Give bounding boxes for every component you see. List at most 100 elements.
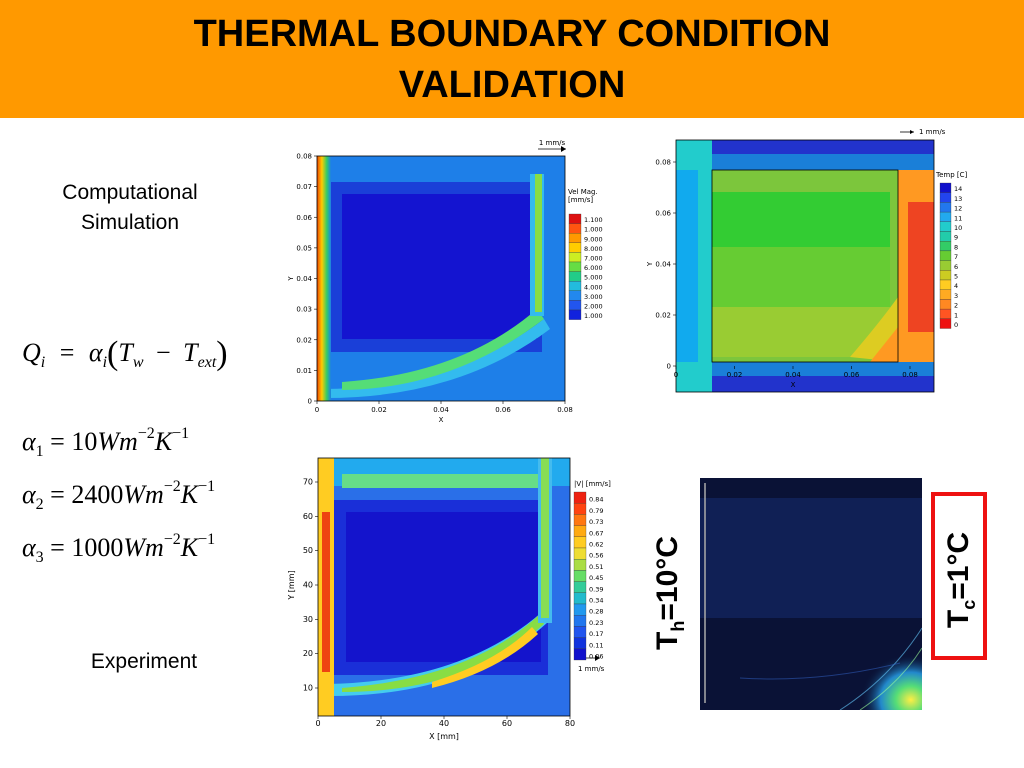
exp-velocity-ytick-label: 50 [303,546,313,555]
exp-velocity-legend-label: 0.06 [589,653,603,661]
sim-velocity-legend-label: 8.000 [584,245,603,253]
sim-velocity-xtick-label: 0.04 [433,406,449,414]
sim-temperature-legend-swatch [939,279,952,290]
sim-temperature-xlabel: X [791,381,796,389]
exp-velocity-legend-label: 0.67 [589,529,603,537]
sim-velocity-ytick-label: 0.04 [296,275,312,283]
sim-temperature-legend-swatch [939,299,952,310]
slide-title-line-1: THERMAL BOUNDARY CONDITION [193,13,831,55]
sim-velocity-xtick-label: 0.08 [557,406,573,414]
sim-temperature-xtick-label: 0.08 [902,371,918,379]
sim-velocity-legend-swatch [568,290,582,301]
alpha-1-equation: α1 = 10Wm−2K−1 [22,425,190,460]
sim-velocity-legend-swatch [568,252,582,263]
sim-temperature-arrow-label: 1 mm/s [919,128,946,136]
exp-velocity-legend-swatch [573,559,587,571]
sim-velocity-legend-swatch [568,223,582,234]
computational-label-line-2: Simulation [80,211,180,234]
exp-velocity-legend-label: 0.34 [589,597,603,605]
sim-velocity-legend-label: 2.000 [584,303,603,311]
slide-title-line-2: VALIDATION [398,64,626,106]
sim-temperature-ytick-label: 0.04 [655,261,671,269]
sim-velocity-xlabel: X [439,416,444,424]
sim-temperature-legend-label: 7 [954,253,958,261]
sim-velocity-ytick-label: 0.07 [296,183,312,191]
sim-temperature-legend-label: 10 [954,224,962,232]
sim-temperature-xtick-label: 0.02 [727,371,743,379]
sim-velocity-legend-label: 1.000 [584,226,603,234]
sim-velocity-legend-swatch [568,300,582,311]
exp-velocity-plot: 70 60 50 40 30 20 10 0 20 40 60 80 X [mm] Y [mm] 1 mm… [287,457,611,741]
sim-temperature-legend-label: 4 [954,282,958,290]
sim-temperature-legend-swatch [939,202,952,213]
sim-temperature-ytick-label: 0.02 [655,312,671,320]
sim-temperature-legend-label: 8 [954,243,958,251]
sim-temperature-legend-swatch [939,308,952,319]
sim-temperature-ytick-label: 0 [667,363,671,371]
exp-velocity-legend-swatch [573,491,587,504]
exp-velocity-legend-label: 0.28 [589,608,603,616]
exp-velocity-legend-label: 0.84 [589,496,603,504]
sim-temperature-legend-swatch [939,289,952,300]
sim-velocity-legend-label: 1.100 [584,216,603,224]
exp-velocity-legend-label: 0.62 [589,541,603,549]
sim-temperature-legend-swatch [939,241,952,252]
sim-velocity-legend-swatch [568,233,582,243]
exp-velocity-ytick-label: 70 [303,478,313,487]
experiment-label: Experiment [90,650,198,673]
exp-velocity-legend-swatch [573,514,587,526]
sim-velocity-legend-swatch [568,213,582,224]
exp-velocity-legend-swatch [573,615,587,627]
exp-velocity-ytick-label: 20 [303,649,313,658]
sim-velocity-legend-label: 4.000 [584,283,603,291]
sim-temperature-ytick-label: 0.08 [655,159,671,167]
sim-temperature-legend-swatch [939,231,952,242]
exp-velocity-legend-swatch [573,536,587,549]
exp-velocity-legend-label: 0.45 [589,574,603,582]
sim-temperature-ylabel: Y [646,261,654,267]
exp-velocity-legend-label: 0.56 [589,552,603,560]
exp-velocity-legend-label: 0.11 [589,641,603,649]
exp-velocity-arrow-label: 1 mm/s [578,665,605,673]
sim-temperature-legend-label: 6 [954,263,958,271]
sim-velocity-ytick-label: 0.01 [296,367,312,375]
exp-velocity-legend-swatch [573,503,587,515]
exp-velocity-legend-swatch [573,525,587,537]
sim-velocity-legend-title-2: [mm/s] [568,196,593,204]
sim-temperature-xtick-label: 0.06 [844,371,860,379]
sim-temperature-legend-label: 3 [954,292,958,300]
exp-velocity-xtick-label: 80 [565,719,575,728]
sim-velocity-ytick-label: 0 [308,398,312,406]
sim-velocity-legend-label: 6.000 [584,264,603,272]
exp-velocity-legend-label: 0.73 [589,518,603,526]
sim-velocity-xtick-label: 0.06 [495,406,511,414]
sim-temperature-legend-swatch [939,221,952,232]
exp-velocity-xtick-label: 0 [315,719,320,728]
sim-velocity-ytick-label: 0.05 [296,244,312,252]
sim-velocity-legend-label: 1.000 [584,312,603,320]
sim-velocity-legend-label: 7.000 [584,255,603,263]
sim-velocity-xtick-label: 0 [315,406,319,414]
sim-temperature-legend-label: 11 [954,214,962,222]
exp-velocity-legend-swatch [573,592,587,605]
sim-temperature-legend-label: 2 [954,302,958,310]
sim-velocity-legend-swatch [568,281,582,291]
sim-temperature-legend-label: 13 [954,195,962,203]
sim-temperature-legend-swatch [939,260,952,271]
exp-velocity-ytick-label: 10 [303,684,313,693]
sim-velocity-legend-label: 9.000 [584,235,603,243]
cold-wall-temperature-label: Tc=1°C [942,531,979,629]
exp-velocity-legend-label: 0.17 [589,630,603,638]
exp-velocity-legend-swatch [573,603,587,616]
alpha-3-equation: α3 = 1000Wm−2K−1 [22,531,216,566]
exp-velocity-legend-swatch [573,581,587,593]
sim-temperature-legend-label: 14 [954,185,962,193]
exp-velocity-legend-label: 0.79 [589,507,603,515]
exp-velocity-legend-swatch [573,547,587,560]
sim-velocity-ylabel: Y [287,276,295,282]
sim-temperature-legend-swatch [939,250,952,261]
sim-temperature-legend-swatch [939,270,952,281]
sim-temperature-legend-swatch [939,318,952,329]
exp-velocity-legend-swatch [573,626,587,638]
sim-velocity-legend-title-1: Vel Mag. [568,188,598,196]
